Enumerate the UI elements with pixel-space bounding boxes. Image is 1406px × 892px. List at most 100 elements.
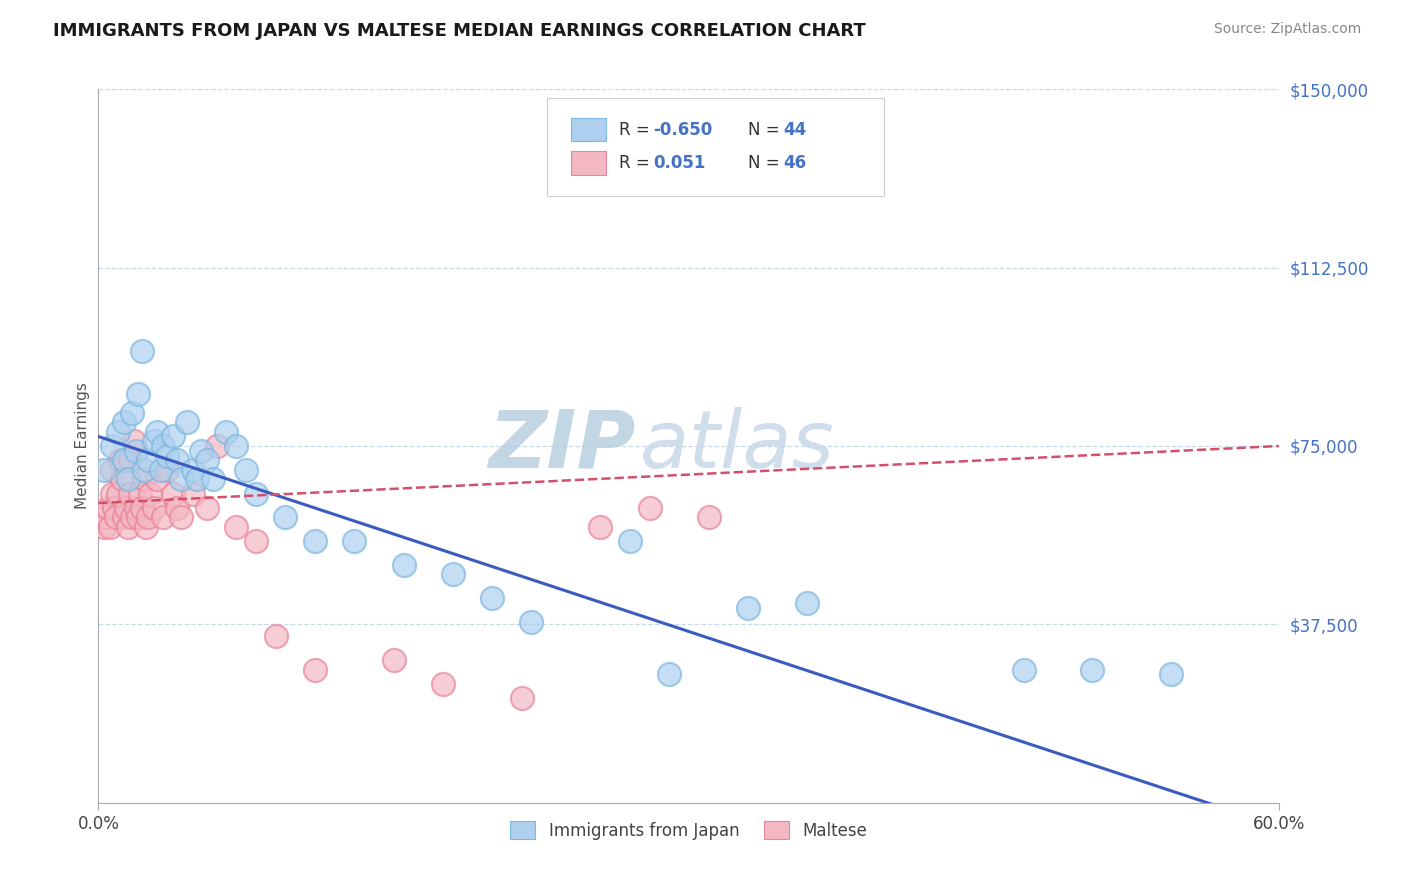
FancyBboxPatch shape bbox=[547, 98, 884, 196]
Point bbox=[181, 463, 204, 477]
Point bbox=[215, 425, 238, 439]
Point bbox=[304, 534, 326, 549]
Point bbox=[170, 472, 193, 486]
Point bbox=[127, 386, 149, 401]
Point bbox=[105, 510, 128, 524]
Point bbox=[245, 486, 267, 500]
Point bbox=[176, 415, 198, 429]
Point bbox=[138, 486, 160, 500]
Point bbox=[697, 510, 720, 524]
Point bbox=[432, 677, 454, 691]
Point bbox=[131, 343, 153, 358]
Point bbox=[156, 463, 179, 477]
Point bbox=[195, 453, 218, 467]
Point bbox=[195, 500, 218, 515]
Point bbox=[392, 558, 415, 572]
Point bbox=[103, 500, 125, 515]
Point bbox=[481, 591, 503, 606]
Point bbox=[142, 500, 165, 515]
Point bbox=[125, 443, 148, 458]
Point bbox=[93, 463, 115, 477]
Text: ZIP: ZIP bbox=[488, 407, 636, 485]
Point bbox=[166, 500, 188, 515]
Point bbox=[98, 520, 121, 534]
Point bbox=[107, 486, 129, 500]
Point bbox=[162, 429, 184, 443]
Point bbox=[201, 472, 224, 486]
Point bbox=[117, 520, 139, 534]
Point bbox=[162, 486, 184, 500]
Text: -0.650: -0.650 bbox=[654, 121, 713, 139]
Point bbox=[122, 434, 145, 449]
Point bbox=[108, 453, 131, 467]
Point bbox=[264, 629, 287, 643]
Point bbox=[304, 663, 326, 677]
Text: Source: ZipAtlas.com: Source: ZipAtlas.com bbox=[1213, 22, 1361, 37]
Point bbox=[131, 500, 153, 515]
Point bbox=[638, 500, 661, 515]
Point bbox=[274, 510, 297, 524]
Point bbox=[146, 472, 169, 486]
Point bbox=[121, 510, 143, 524]
Legend: Immigrants from Japan, Maltese: Immigrants from Japan, Maltese bbox=[502, 814, 876, 848]
Point bbox=[382, 653, 405, 667]
Text: 44: 44 bbox=[783, 121, 807, 139]
Point bbox=[107, 425, 129, 439]
Point bbox=[796, 596, 818, 610]
Point bbox=[520, 615, 543, 629]
Point bbox=[619, 534, 641, 549]
Text: N =: N = bbox=[748, 154, 785, 172]
Point bbox=[135, 520, 157, 534]
Point bbox=[170, 510, 193, 524]
Point bbox=[112, 453, 135, 467]
Point bbox=[132, 463, 155, 477]
Point bbox=[112, 510, 135, 524]
Point bbox=[156, 449, 179, 463]
Point bbox=[225, 520, 247, 534]
Point bbox=[245, 534, 267, 549]
Point bbox=[235, 463, 257, 477]
Point bbox=[101, 463, 124, 477]
Point bbox=[166, 453, 188, 467]
Point bbox=[441, 567, 464, 582]
Point bbox=[510, 691, 533, 706]
Point bbox=[93, 520, 115, 534]
Point bbox=[117, 472, 139, 486]
Point bbox=[101, 486, 124, 500]
Point bbox=[97, 500, 120, 515]
Text: 46: 46 bbox=[783, 154, 807, 172]
Point bbox=[152, 439, 174, 453]
Point bbox=[225, 439, 247, 453]
FancyBboxPatch shape bbox=[571, 152, 606, 175]
Text: R =: R = bbox=[619, 154, 655, 172]
Text: atlas: atlas bbox=[640, 407, 834, 485]
Point bbox=[128, 486, 150, 500]
Text: N =: N = bbox=[748, 121, 785, 139]
Text: 0.051: 0.051 bbox=[654, 154, 706, 172]
Point bbox=[118, 453, 141, 467]
Text: IMMIGRANTS FROM JAPAN VS MALTESE MEDIAN EARNINGS CORRELATION CHART: IMMIGRANTS FROM JAPAN VS MALTESE MEDIAN … bbox=[53, 22, 866, 40]
Point bbox=[181, 486, 204, 500]
Point bbox=[136, 453, 159, 467]
Point bbox=[125, 500, 148, 515]
Point bbox=[121, 406, 143, 420]
Point bbox=[190, 443, 212, 458]
Point bbox=[205, 439, 228, 453]
Point bbox=[1160, 667, 1182, 681]
FancyBboxPatch shape bbox=[571, 118, 606, 141]
Point bbox=[132, 472, 155, 486]
Point bbox=[115, 500, 138, 515]
Point bbox=[658, 667, 681, 681]
Point bbox=[127, 510, 149, 524]
Point bbox=[101, 439, 124, 453]
Point bbox=[146, 425, 169, 439]
Point bbox=[118, 486, 141, 500]
Point bbox=[343, 534, 366, 549]
Point bbox=[186, 472, 208, 486]
Y-axis label: Median Earnings: Median Earnings bbox=[75, 383, 90, 509]
Point bbox=[96, 510, 118, 524]
Point bbox=[112, 415, 135, 429]
Point bbox=[1012, 663, 1035, 677]
Point bbox=[589, 520, 612, 534]
Point bbox=[136, 510, 159, 524]
